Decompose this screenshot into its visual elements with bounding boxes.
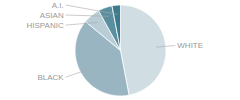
svg-text:HISPANIC: HISPANIC — [26, 21, 63, 30]
svg-text:WHITE: WHITE — [177, 41, 203, 50]
svg-text:ASIAN: ASIAN — [40, 11, 64, 20]
svg-text:A.I.: A.I. — [52, 1, 64, 10]
svg-text:BLACK: BLACK — [37, 73, 64, 82]
